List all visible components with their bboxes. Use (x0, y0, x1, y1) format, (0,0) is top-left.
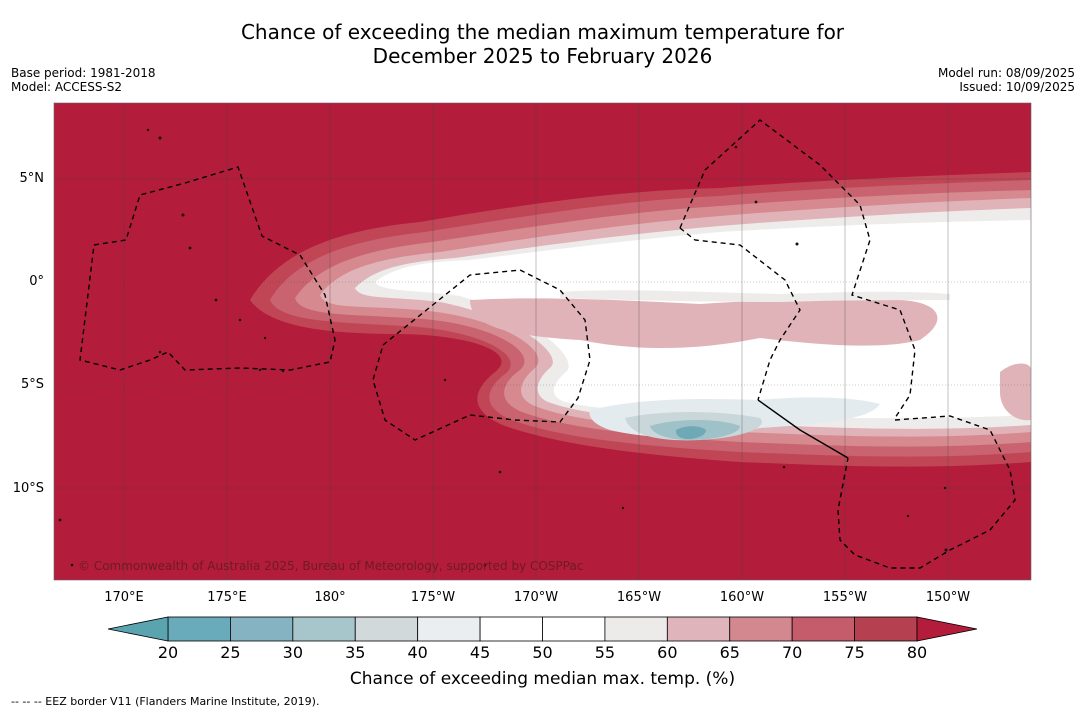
colorbar-segment (479, 616, 543, 642)
colorbar-over-arrow (916, 616, 978, 642)
lon-label: 175°E (207, 590, 247, 605)
base-period: Base period: 1981-2018 (11, 66, 156, 80)
colorbar (107, 616, 978, 642)
island (158, 350, 162, 354)
colorbar-tick-label: 65 (719, 643, 740, 662)
lon-label: 180° (314, 590, 346, 605)
eez-footnote: -- -- -- EEZ border V11 (Flanders Marine… (11, 695, 320, 708)
map-frame (53, 102, 1032, 581)
map-panel (53, 102, 1032, 581)
island (70, 563, 74, 567)
islands (58, 128, 948, 567)
lat-label: 5°S (20, 377, 44, 392)
title-line-1: Chance of exceeding the median maximum t… (240, 20, 845, 44)
eez-line-islands (679, 119, 916, 419)
colorbar-segment (230, 616, 294, 642)
lon-label: 160°W (719, 590, 765, 605)
colorbar-tick-label: 80 (906, 643, 928, 662)
colorbar-tick-label: 60 (657, 643, 678, 662)
title-line-2: December 2025 to February 2026 (372, 44, 713, 68)
issued-date: Issued: 10/09/2025 (959, 80, 1075, 94)
island (943, 486, 947, 490)
colorbar-segment (167, 616, 231, 642)
colorbar-segment (854, 616, 918, 642)
island (263, 336, 267, 340)
colorbar-segment (542, 616, 606, 642)
cool-patch-25 (675, 426, 706, 439)
island (281, 369, 285, 373)
island (146, 128, 150, 132)
colorbar-tick-label: 20 (157, 643, 179, 662)
lat-label: 10°S (12, 481, 44, 496)
colorbar-tick-label: 35 (345, 643, 366, 662)
island (214, 298, 218, 302)
lon-label: 170°W (513, 590, 559, 605)
eez-cook-phoenix-link (679, 227, 801, 401)
lon-label: 155°W (822, 590, 868, 605)
model-run: Model run: 08/09/2025 (937, 66, 1075, 80)
colorbar-under-arrow (107, 616, 169, 642)
eez-french-polynesia (837, 415, 1016, 569)
colorbar-segment (604, 616, 668, 642)
colorbar-segment (729, 616, 793, 642)
island (795, 242, 799, 246)
meta-left: Base period: 1981-2018 Model: ACCESS-S2 (11, 66, 156, 94)
island (158, 136, 162, 140)
island (181, 213, 185, 217)
island (782, 465, 786, 469)
colorbar-segment (791, 616, 855, 642)
colorbar-segment (354, 616, 419, 642)
colorbar-tick-label: 40 (407, 643, 428, 662)
colorbar-tick-label: 55 (594, 643, 616, 662)
island (443, 378, 447, 382)
lat-label: 0° (29, 274, 44, 289)
island (944, 548, 948, 552)
island (906, 514, 910, 518)
lat-label: 5°N (19, 171, 45, 186)
island (734, 145, 738, 149)
lon-label: 150°W (925, 590, 971, 605)
model-name: Model: ACCESS-S2 (11, 80, 123, 94)
island (58, 518, 62, 522)
island (188, 246, 192, 250)
lon-label: 165°W (616, 590, 662, 605)
lon-label: 170°E (104, 590, 144, 605)
graticule (54, 103, 1031, 580)
island (258, 368, 262, 372)
island (621, 506, 625, 510)
eez-solid-segment (757, 399, 849, 459)
colorbar-label: Chance of exceeding median max. temp. (%… (349, 669, 736, 689)
colorbar-segment (292, 616, 356, 642)
eez-borders (79, 119, 1016, 569)
island (238, 318, 242, 322)
colorbar-tick-label: 70 (781, 643, 803, 662)
colorbar-tick-label: 50 (532, 643, 553, 662)
colorbar-segments (167, 616, 918, 642)
copyright-notice: © Commonwealth of Australia 2025, Bureau… (78, 559, 584, 573)
eez-kiribati-gilberts (79, 166, 336, 371)
colorbar-segment (417, 616, 481, 642)
island (483, 563, 487, 567)
colorbar-segment (666, 616, 731, 642)
colorbar-tick-label: 30 (282, 643, 304, 662)
island (754, 200, 758, 204)
colorbar-tick-label: 25 (220, 643, 241, 662)
east-patch-60 (1000, 363, 1031, 421)
lon-label: 175°W (410, 590, 456, 605)
colorbar-tick-label: 45 (469, 643, 491, 662)
meta-right: Model run: 08/09/2025 Issued: 10/09/2025 (938, 66, 1075, 94)
island (498, 470, 502, 474)
colorbar-tick-label: 75 (844, 643, 865, 662)
map-title: Chance of exceeding the median maximum t… (0, 20, 1085, 68)
